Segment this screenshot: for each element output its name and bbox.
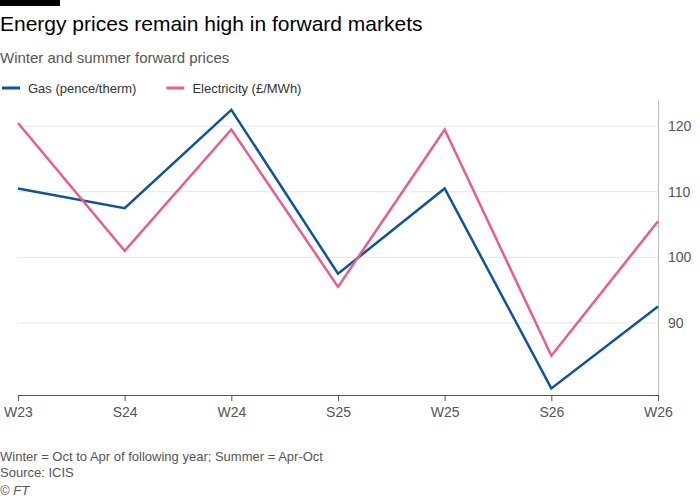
x-tick-mark — [231, 395, 232, 401]
series-line — [18, 110, 658, 389]
x-tick: W23 — [4, 395, 33, 420]
y-tick-label: 120 — [668, 118, 692, 134]
legend: Gas (pence/therm) Electricity (£/MWh) — [2, 81, 301, 96]
x-tick-label: S24 — [113, 404, 138, 420]
x-tick: S24 — [113, 395, 138, 420]
y-tick-label: 110 — [668, 184, 691, 200]
x-tick-mark — [338, 395, 339, 401]
footnote: Winter = Oct to Apr of following year; S… — [0, 449, 323, 464]
x-tick: W24 — [217, 395, 246, 420]
legend-swatch — [166, 87, 184, 90]
x-tick-mark — [445, 395, 446, 401]
x-tick: W26 — [644, 395, 673, 420]
y-tick: 100 — [658, 249, 692, 265]
legend-label: Electricity (£/MWh) — [192, 81, 301, 96]
y-tick: 90 — [658, 315, 684, 331]
top-bar — [0, 0, 60, 6]
x-axis-line — [19, 396, 659, 402]
x-tick-label: S26 — [539, 404, 564, 420]
legend-item: Electricity (£/MWh) — [166, 81, 301, 96]
y-tick: 120 — [658, 118, 692, 134]
x-tick-mark — [125, 395, 126, 401]
y-axis-line — [658, 101, 659, 396]
grid-line — [18, 322, 658, 323]
grid-line — [18, 257, 658, 258]
y-tick-label: 90 — [668, 315, 684, 331]
x-tick: S25 — [326, 395, 351, 420]
grid-line — [18, 126, 658, 127]
credit: © FT — [0, 483, 30, 498]
x-tick-label: W25 — [431, 404, 460, 420]
chart: Energy prices remain high in forward mar… — [0, 0, 700, 500]
x-tick-mark — [551, 395, 552, 401]
x-tick: S26 — [539, 395, 564, 420]
y-tick-label: 100 — [668, 249, 692, 265]
series-line — [18, 123, 658, 356]
source: Source: ICIS — [0, 465, 74, 480]
x-tick-mark — [18, 395, 19, 401]
legend-label: Gas (pence/therm) — [28, 81, 136, 96]
subtitle: Winter and summer forward prices — [0, 49, 229, 66]
x-tick-label: W23 — [4, 404, 33, 420]
x-tick: W25 — [431, 395, 460, 420]
y-tick: 110 — [658, 184, 691, 200]
legend-swatch — [2, 87, 20, 90]
x-tick-mark — [658, 395, 659, 401]
x-tick-label: S25 — [326, 404, 351, 420]
grid — [18, 126, 658, 323]
title: Energy prices remain high in forward mar… — [0, 12, 423, 35]
legend-item: Gas (pence/therm) — [2, 81, 136, 96]
y-axis: 90 100 110 120 — [658, 101, 692, 396]
x-tick-label: W26 — [644, 404, 673, 420]
lines — [18, 110, 658, 389]
x-axis: W23 S24 W24 S25 W25 S26 W26 — [4, 395, 673, 420]
x-tick-label: W24 — [217, 404, 246, 420]
grid-line — [18, 191, 658, 192]
